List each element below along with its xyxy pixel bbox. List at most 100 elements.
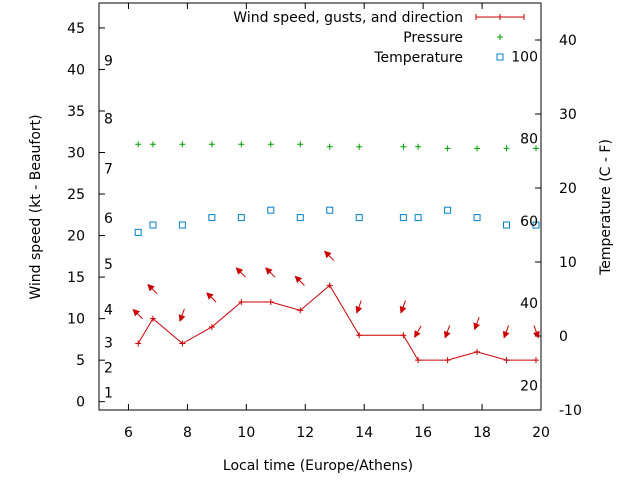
beaufort-label: 6 [104, 211, 113, 227]
wind-direction-arrow [399, 300, 407, 314]
x-tick-label: 16 [414, 425, 432, 441]
legend: Wind speed, gusts, and direction Pressur… [233, 10, 525, 66]
wind-speed-point [326, 282, 333, 289]
arrow-head [533, 330, 540, 339]
arrow-head [502, 330, 510, 339]
y-tick-label: 30 [67, 146, 85, 162]
tick-marks [99, 3, 542, 411]
pressure-point [208, 141, 215, 148]
y2-tick-label: -10 [559, 403, 582, 419]
arrow-head [399, 305, 407, 314]
y-tick-label: 10 [67, 312, 85, 328]
wind-direction-arrow [355, 300, 363, 314]
temperature-point [503, 221, 511, 229]
beaufort-label: 1 [104, 386, 113, 402]
wind-speed-point [238, 299, 245, 306]
wind-direction-arrow [178, 308, 186, 322]
y2-tick-label: 0 [559, 329, 568, 345]
pressure-point [135, 141, 142, 148]
x-tick-label: 20 [532, 425, 550, 441]
x-tick-label: 8 [183, 425, 192, 441]
temperature-point [473, 214, 481, 222]
y2-tick-label: 20 [559, 181, 577, 197]
wind-speed-point [179, 340, 186, 347]
y2-axis-title: Temperature (C - F) [598, 139, 614, 276]
temperature-point [267, 206, 275, 214]
pressure-point [400, 143, 407, 150]
pressure-point [356, 143, 363, 150]
temperature-point [237, 214, 245, 222]
pressure-point [297, 141, 304, 148]
fahrenheit-label: 20 [520, 378, 538, 394]
y2-tick-label: 40 [559, 33, 577, 49]
wind-direction-arrow [265, 267, 276, 278]
wind-speed-point [267, 299, 274, 306]
wind-direction-arrow [443, 325, 451, 339]
x-axis-title: Local time (Europe/Athens) [223, 458, 413, 474]
beaufort-label: 3 [104, 336, 113, 352]
beaufort-label: 5 [104, 257, 113, 273]
wind-speed-point [356, 332, 363, 339]
tick-labels: 6 8 10 12 14 16 18 20051015202530354045-1001020… [67, 21, 582, 441]
y2-tick-label: 30 [559, 107, 577, 123]
fahrenheit-label: 40 [520, 296, 538, 312]
temperature-point [399, 214, 407, 222]
temperature-point [149, 221, 157, 229]
wind-speed-point [532, 357, 539, 364]
x-tick-label: 6 [124, 425, 133, 441]
pressure-point [179, 141, 186, 148]
y-tick-label: 15 [67, 270, 85, 286]
temperature-point [355, 214, 363, 222]
wind-speed-point [149, 315, 156, 322]
x-tick-label: 18 [473, 425, 491, 441]
wind-speed-point [208, 323, 215, 330]
pressure-point [238, 141, 245, 148]
beaufort-label: 9 [104, 53, 113, 69]
wind-speed-point [415, 357, 422, 364]
y-tick-label: 45 [67, 21, 85, 37]
arrow-head [443, 330, 451, 339]
beaufort-label: 8 [104, 111, 113, 127]
y2-tick-label: 10 [559, 255, 577, 271]
plot-border [98, 2, 542, 411]
pressure-point [149, 141, 156, 148]
arrow-head [178, 314, 186, 322]
legend-sample-wind-marks [475, 14, 525, 20]
legend-label-wind: Wind speed, gusts, and direction [233, 10, 463, 26]
wind-direction-arrow [294, 275, 305, 286]
x-tick-label: 12 [296, 425, 314, 441]
wind-speed-point [297, 307, 304, 314]
x-tick-label: 14 [355, 425, 373, 441]
wind-speed-point [474, 348, 481, 355]
temperature-point [134, 228, 142, 236]
pressure-point [415, 143, 422, 150]
plot-area [132, 141, 540, 364]
temperature-point [444, 206, 452, 214]
y-tick-label: 5 [76, 353, 85, 369]
arrow-head [473, 322, 481, 331]
temperature-point [296, 214, 304, 222]
fahrenheit-label: 60 [520, 214, 538, 230]
wind-direction-arrow [502, 325, 510, 339]
y-tick-label: 40 [67, 62, 85, 78]
legend-samples [475, 14, 525, 61]
pressure-point [532, 145, 539, 152]
fahrenheit-label: 100 [511, 49, 538, 65]
arrow-head [294, 275, 303, 284]
y-tick-label: 25 [67, 187, 85, 203]
arrow-head [414, 330, 421, 339]
wind-direction-arrow [473, 316, 481, 331]
arrow-head [355, 305, 363, 314]
wind-speed-point [135, 340, 142, 347]
y-tick-label: 0 [76, 395, 85, 411]
wind-speed-point [503, 357, 510, 364]
pressure-point [444, 145, 451, 152]
temperature-point [532, 221, 540, 229]
wind-direction-arrow [533, 325, 540, 339]
beaufort-label: 4 [104, 302, 113, 318]
pressure-point [267, 141, 274, 148]
arrow-head [265, 267, 273, 275]
legend-sample-temperature [496, 53, 504, 61]
